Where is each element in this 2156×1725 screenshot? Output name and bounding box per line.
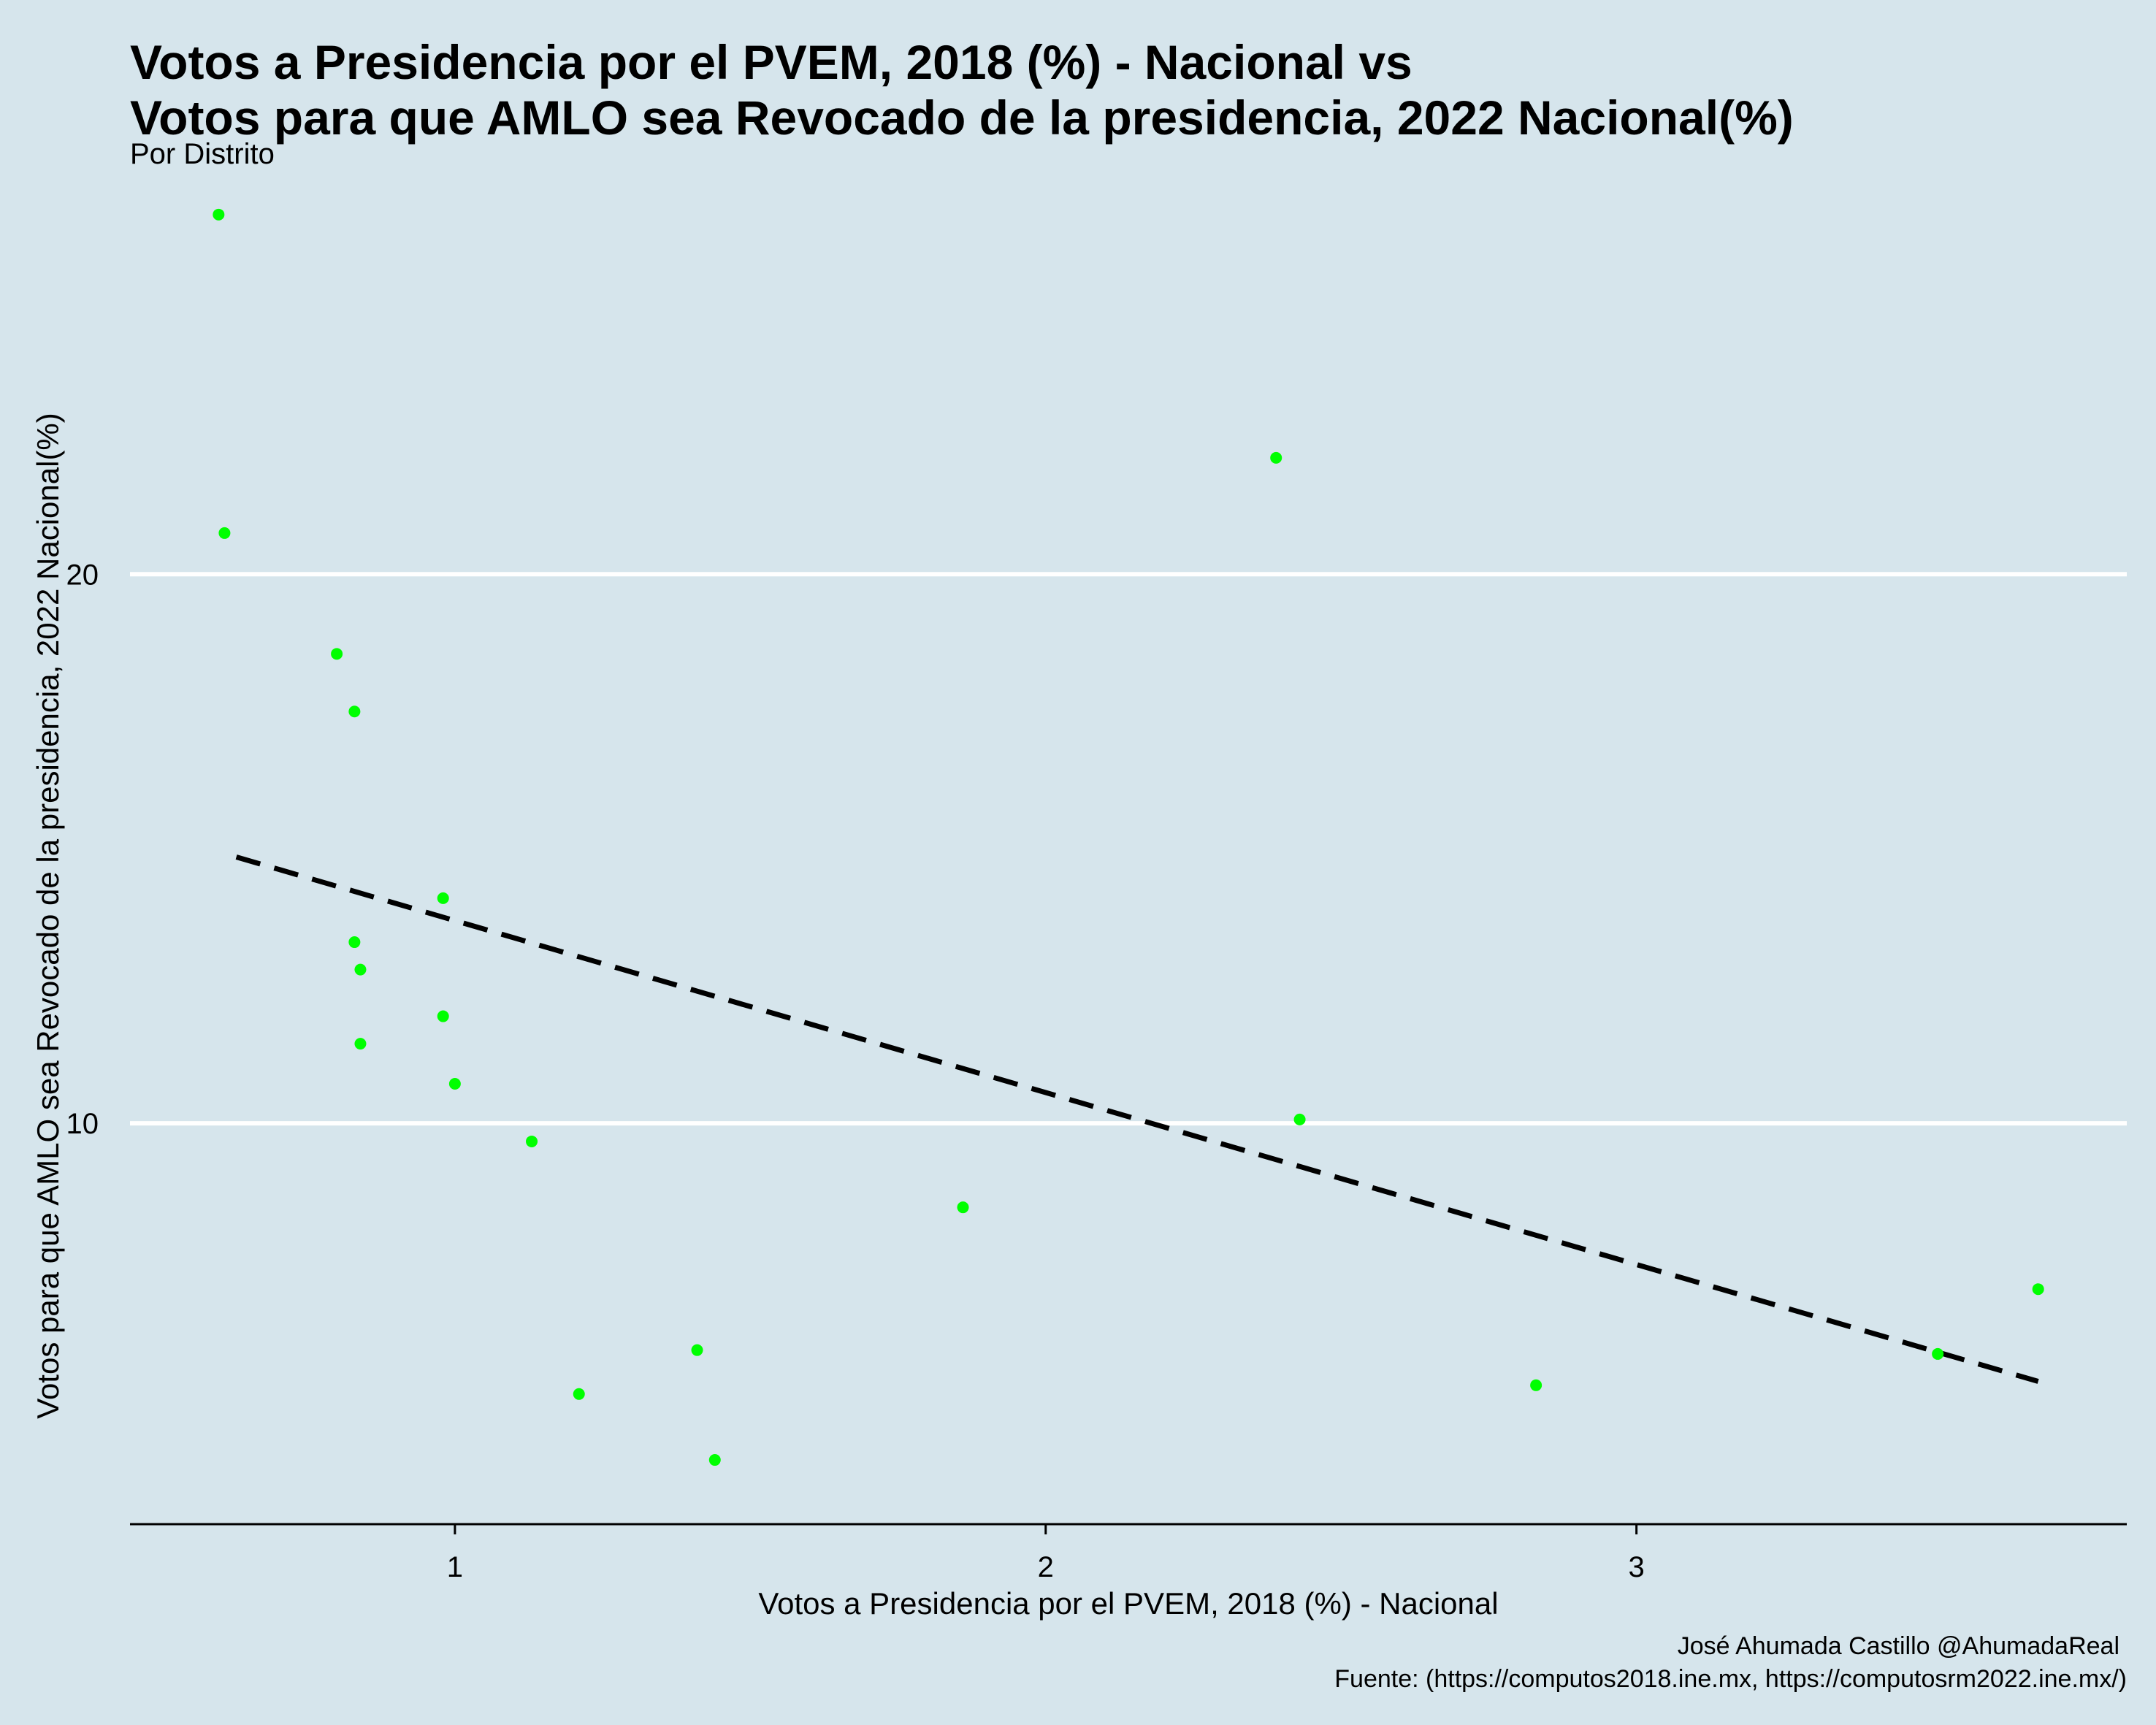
caption-author: José Ahumada Castillo @AhumadaReal <box>1678 1632 2119 1660</box>
y-tick-label: 20 <box>66 559 99 591</box>
chart-title-line1: Votos a Presidencia por el PVEM, 2018 (%… <box>130 35 1413 89</box>
data-point <box>957 1201 969 1214</box>
data-point <box>213 208 225 221</box>
y-tick-label: 10 <box>66 1108 99 1140</box>
x-axis-ticks: 1 2 3 <box>447 1524 1645 1583</box>
x-tick-label: 3 <box>1629 1551 1645 1583</box>
data-point <box>218 527 231 539</box>
data-point <box>331 648 343 660</box>
data-point <box>691 1344 703 1356</box>
caption-source: Fuente: (https://computos2018.ine.mx, ht… <box>1334 1665 2127 1693</box>
data-point <box>2032 1283 2044 1296</box>
trend-line <box>235 854 2039 1384</box>
data-point <box>354 963 367 976</box>
data-point <box>526 1135 538 1147</box>
data-point <box>448 1078 461 1090</box>
x-tick-label: 2 <box>1038 1551 1054 1583</box>
data-point <box>348 705 361 718</box>
gridlines <box>130 572 2127 1126</box>
data-point <box>1530 1379 1543 1391</box>
x-axis-label: Votos a Presidencia por el PVEM, 2018 (%… <box>758 1586 1498 1621</box>
chart-subtitle: Por Distrito <box>130 138 275 170</box>
chart-title-line2: Votos para que AMLO sea Revocado de la p… <box>130 91 1794 145</box>
data-point <box>348 936 361 949</box>
data-point <box>1293 1113 1306 1125</box>
data-points <box>213 208 2044 1466</box>
data-point <box>437 892 449 904</box>
data-point <box>1270 451 1282 464</box>
data-point <box>354 1038 367 1050</box>
data-point <box>573 1388 585 1400</box>
data-point <box>437 1010 449 1022</box>
data-point <box>1932 1347 1944 1360</box>
data-point <box>708 1454 721 1466</box>
x-tick-label: 1 <box>447 1551 463 1583</box>
trend-line-layer <box>235 854 2039 1384</box>
y-axis-label: Votos para que AMLO sea Revocado de la p… <box>31 413 65 1419</box>
y-axis-ticks: 10 20 <box>66 559 99 1140</box>
